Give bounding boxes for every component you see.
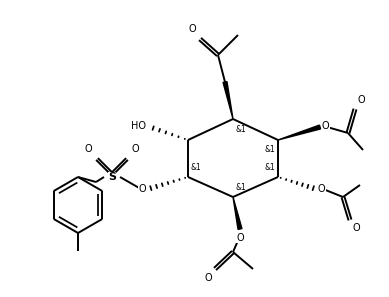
Text: &1: &1 <box>265 162 275 171</box>
Text: O: O <box>358 95 366 105</box>
Text: &1: &1 <box>236 124 246 133</box>
Text: O: O <box>204 273 212 283</box>
Polygon shape <box>233 197 242 229</box>
Text: S: S <box>108 172 116 182</box>
Text: HO: HO <box>131 121 146 131</box>
Text: &1: &1 <box>191 162 202 171</box>
Text: &1: &1 <box>236 182 246 192</box>
Text: &1: &1 <box>265 146 275 154</box>
Text: O: O <box>236 233 244 243</box>
Polygon shape <box>278 125 321 140</box>
Polygon shape <box>223 82 233 119</box>
Text: O: O <box>322 121 329 131</box>
Text: O: O <box>188 24 196 34</box>
Text: O: O <box>84 144 92 154</box>
Text: O: O <box>318 184 326 194</box>
Text: O: O <box>138 184 146 194</box>
Text: O: O <box>353 223 361 233</box>
Text: O: O <box>132 144 140 154</box>
